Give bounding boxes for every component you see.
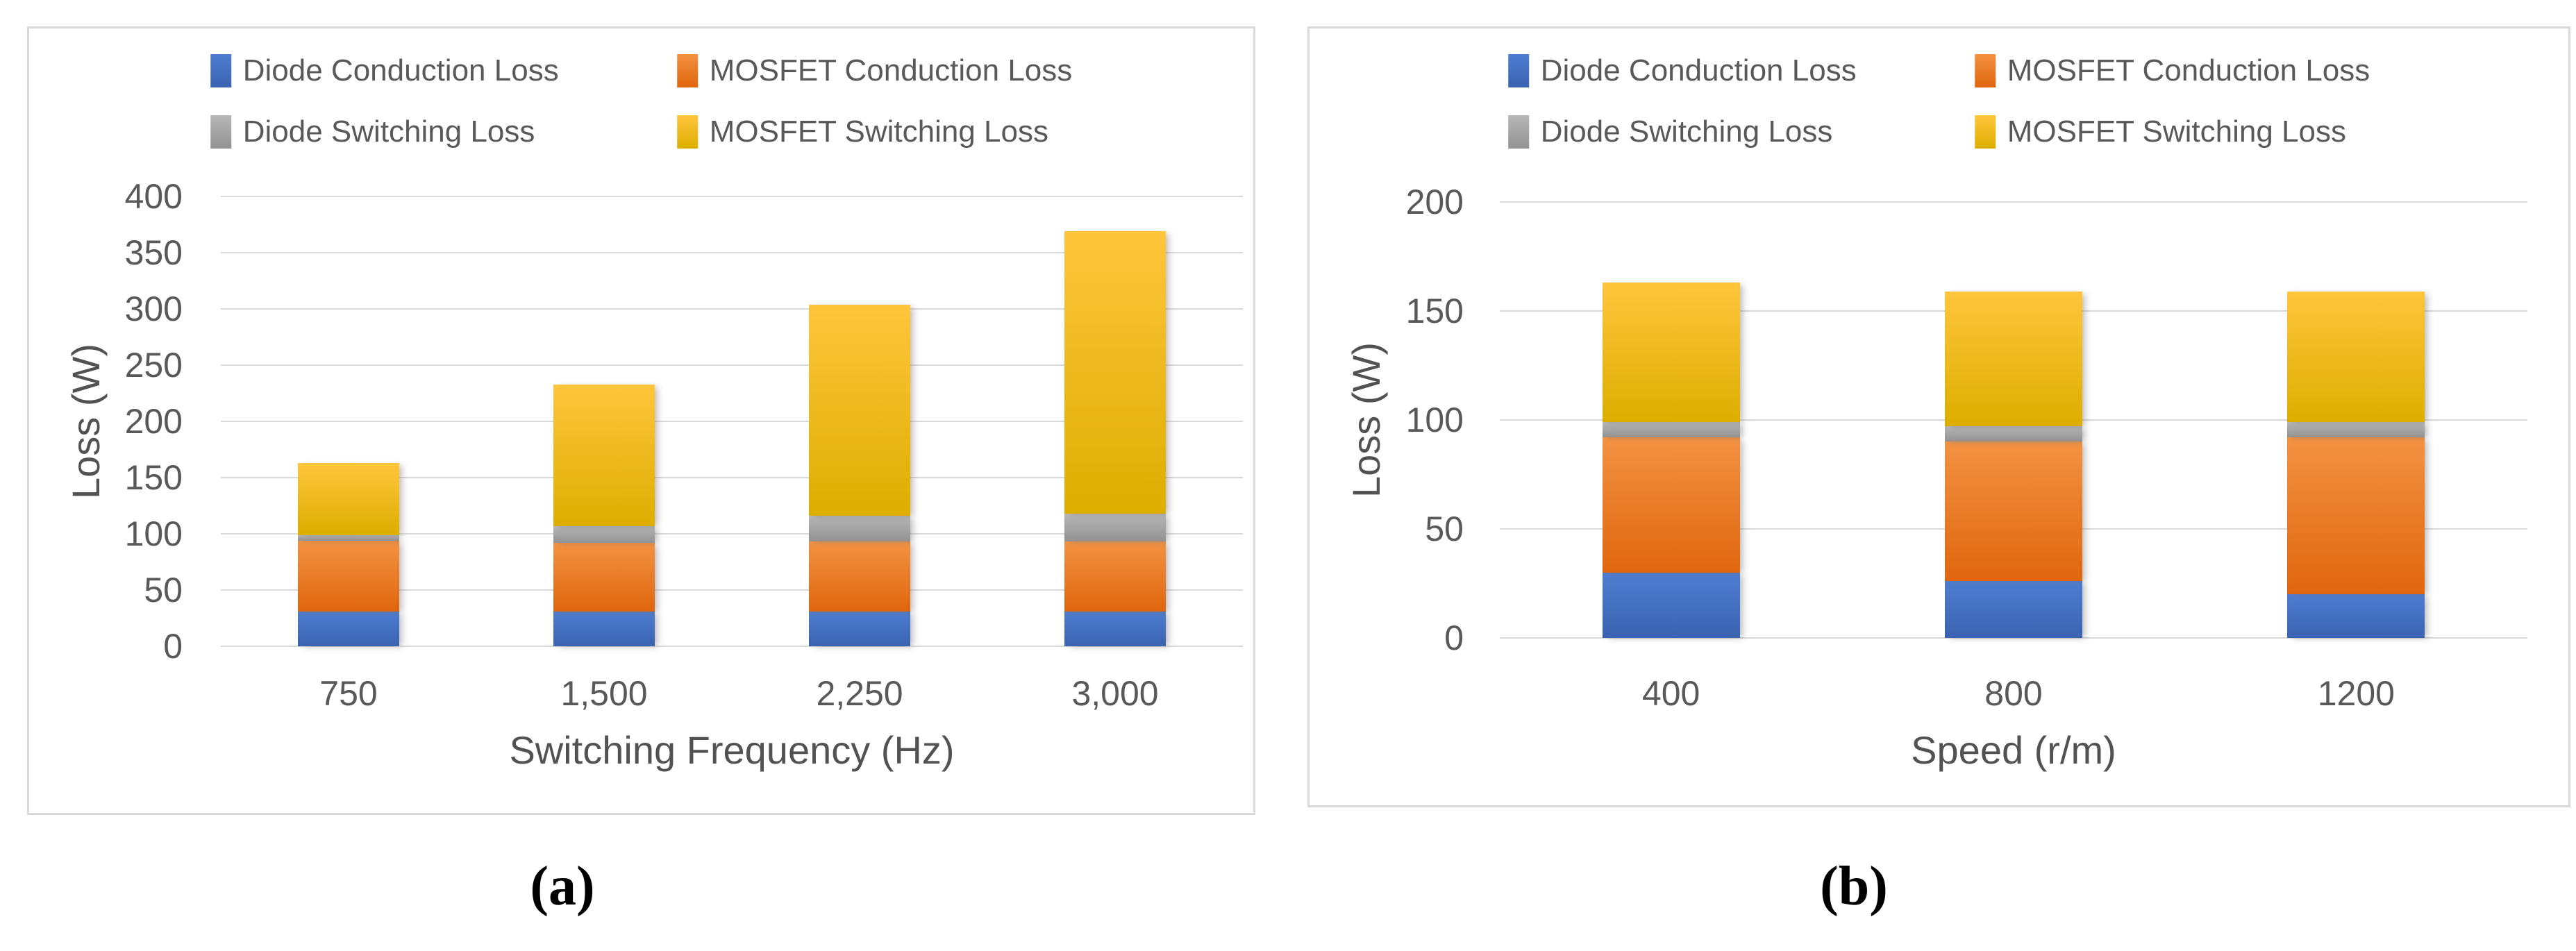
bar-b-1200-diode-switching-loss — [2287, 422, 2425, 438]
gridline-y100 — [221, 533, 1243, 535]
legend-item: MOSFET Conduction Loss — [676, 53, 1073, 88]
bar-b-800-mosfet-conduction-loss — [1945, 441, 2082, 582]
bar-a-750-mosfet-switching-loss — [298, 462, 399, 535]
gridline-y200 — [221, 421, 1243, 422]
y-axis-tick-label: 50 — [1425, 510, 1464, 548]
bar-b-800-diode-switching-loss — [1945, 426, 2082, 442]
legend-label: MOSFET Conduction Loss — [709, 53, 1073, 87]
legend: Diode Conduction Loss MOSFET Conduction L… — [1507, 53, 2370, 149]
gridline-y400 — [221, 196, 1243, 197]
bar-b-1200-diode-conduction-loss — [2287, 594, 2425, 638]
y-axis-tick-label: 50 — [144, 571, 183, 609]
bar-a-2250-diode-switching-loss — [809, 516, 910, 542]
bar-a-2250-diode-conduction-loss — [809, 611, 910, 646]
gridline-y250 — [221, 364, 1243, 366]
caption-a: (a) — [530, 856, 595, 917]
x-axis-title: Speed (r/m) — [1911, 728, 2116, 772]
legend: Diode Conduction Loss MOSFET Conduction L… — [210, 53, 1073, 149]
bar-b-400-mosfet-switching-loss — [1602, 283, 1740, 423]
mosfet-switching-loss-swatch-icon — [1974, 115, 1996, 149]
bar-a-750-mosfet-conduction-loss — [298, 540, 399, 612]
legend-item: Diode Conduction Loss — [210, 53, 677, 88]
mosfet-conduction-loss-swatch-icon — [1974, 54, 1996, 87]
diode-switching-loss-swatch-icon — [210, 115, 231, 149]
legend-item: Diode Conduction Loss — [1507, 53, 1975, 88]
bar-b-400-diode-switching-loss — [1602, 422, 1740, 438]
bar-a-750-diode-conduction-loss — [298, 611, 399, 646]
bar-a-750-diode-switching-loss — [298, 535, 399, 541]
legend-label: MOSFET Switching Loss — [709, 115, 1048, 149]
x-axis-tick-label: 1,500 — [560, 674, 648, 713]
x-axis-tick-label: 750 — [319, 674, 378, 713]
bar-b-400-mosfet-conduction-loss — [1602, 437, 1740, 573]
legend-item: Diode Switching Loss — [1507, 115, 1975, 149]
y-axis-tick-label: 0 — [1444, 618, 1464, 657]
bar-a-1500-diode-conduction-loss — [553, 611, 655, 646]
caption-b: (b) — [1820, 856, 1888, 917]
gridline-y350 — [221, 252, 1243, 253]
diode-conduction-loss-swatch-icon — [1507, 54, 1529, 87]
bar-a-3000-mosfet-switching-loss — [1064, 231, 1166, 514]
y-axis-tick-label: 300 — [124, 289, 183, 328]
bar-a-1500-mosfet-conduction-loss — [553, 542, 655, 612]
bar-a-2250-mosfet-conduction-loss — [809, 541, 910, 612]
mosfet-switching-loss-swatch-icon — [676, 115, 698, 149]
y-axis-title: Loss (W) — [64, 344, 108, 499]
gridline-y0 — [1500, 637, 2527, 639]
y-axis-title: Loss (W) — [1344, 342, 1388, 498]
y-axis-tick-label: 0 — [163, 627, 183, 666]
bar-b-400-diode-conduction-loss — [1602, 572, 1740, 638]
bar-a-3000-diode-switching-loss — [1064, 513, 1166, 542]
x-axis-title: Switching Frequency (Hz) — [509, 728, 955, 772]
y-axis-tick-label: 150 — [124, 458, 183, 497]
gridline-y300 — [221, 308, 1243, 310]
x-axis-tick-label: 3,000 — [1071, 674, 1159, 713]
x-axis-tick-label: 400 — [1641, 674, 1700, 713]
legend-label: Diode Conduction Loss — [242, 53, 559, 87]
legend-label: Diode Conduction Loss — [1540, 53, 1857, 87]
legend-item: Diode Switching Loss — [210, 115, 677, 149]
legend-label: MOSFET Conduction Loss — [2007, 53, 2370, 87]
diode-switching-loss-swatch-icon — [1507, 115, 1529, 149]
bar-a-3000-mosfet-conduction-loss — [1064, 541, 1166, 612]
x-axis-tick-label: 1200 — [2317, 674, 2395, 713]
legend-item: MOSFET Switching Loss — [676, 115, 1073, 149]
legend-label: Diode Switching Loss — [242, 115, 535, 149]
bar-a-1500-diode-switching-loss — [553, 525, 655, 543]
y-axis-tick-label: 150 — [1405, 292, 1464, 330]
y-axis-tick-label: 100 — [1405, 401, 1464, 439]
diode-conduction-loss-swatch-icon — [210, 54, 231, 87]
y-axis-tick-label: 400 — [124, 177, 183, 216]
y-axis-tick-label: 100 — [124, 514, 183, 553]
legend-label: Diode Switching Loss — [1540, 115, 1833, 149]
x-axis-tick-label: 2,250 — [816, 674, 903, 713]
legend-item: MOSFET Conduction Loss — [1974, 53, 2370, 88]
gridline-y150 — [221, 477, 1243, 478]
y-axis-tick-label: 200 — [124, 402, 183, 441]
legend-item: MOSFET Switching Loss — [1974, 115, 2370, 149]
bar-a-1500-mosfet-switching-loss — [553, 384, 655, 526]
gridline-y50 — [221, 589, 1243, 591]
bar-b-1200-mosfet-switching-loss — [2287, 291, 2425, 423]
bar-a-2250-mosfet-switching-loss — [809, 304, 910, 516]
bar-b-800-diode-conduction-loss — [1945, 581, 2082, 638]
y-axis-tick-label: 200 — [1405, 183, 1464, 221]
gridline-y0 — [221, 646, 1243, 647]
bar-b-800-mosfet-switching-loss — [1945, 291, 2082, 427]
legend-label: MOSFET Switching Loss — [2007, 115, 2346, 149]
y-axis-tick-label: 350 — [124, 233, 183, 272]
bar-a-3000-diode-conduction-loss — [1064, 611, 1166, 646]
gridline-y200 — [1500, 201, 2527, 203]
y-axis-tick-label: 250 — [124, 346, 183, 385]
bar-b-1200-mosfet-conduction-loss — [2287, 437, 2425, 595]
x-axis-tick-label: 800 — [1984, 674, 2043, 713]
mosfet-conduction-loss-swatch-icon — [676, 54, 698, 87]
